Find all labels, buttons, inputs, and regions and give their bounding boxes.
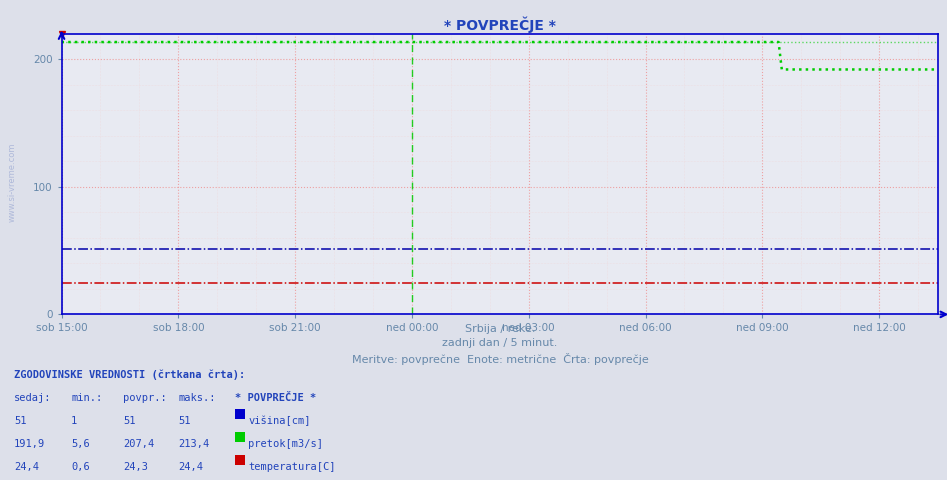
Text: temperatura[C]: temperatura[C] (248, 462, 335, 472)
Text: www.si-vreme.com: www.si-vreme.com (8, 143, 17, 222)
Text: 24,4: 24,4 (14, 462, 39, 472)
Text: Meritve: povprečne  Enote: metrične  Črta: povprečje: Meritve: povprečne Enote: metrične Črta:… (351, 353, 649, 365)
Text: * POVPREČJE *: * POVPREČJE * (444, 17, 556, 33)
Text: Srbija / reke.: Srbija / reke. (465, 324, 535, 334)
Text: 1: 1 (71, 416, 78, 426)
Text: višina[cm]: višina[cm] (248, 416, 311, 426)
Text: pretok[m3/s]: pretok[m3/s] (248, 439, 323, 449)
Text: maks.:: maks.: (178, 393, 216, 403)
Text: 207,4: 207,4 (123, 439, 154, 449)
Text: zadnji dan / 5 minut.: zadnji dan / 5 minut. (442, 338, 558, 348)
Text: 191,9: 191,9 (14, 439, 45, 449)
Text: min.:: min.: (71, 393, 102, 403)
Text: 24,3: 24,3 (123, 462, 148, 472)
Text: 51: 51 (123, 416, 135, 426)
Text: 0,6: 0,6 (71, 462, 90, 472)
Text: * POVPREČJE *: * POVPREČJE * (235, 393, 316, 403)
Text: 24,4: 24,4 (178, 462, 203, 472)
Text: 51: 51 (14, 416, 27, 426)
Text: 5,6: 5,6 (71, 439, 90, 449)
Text: 51: 51 (178, 416, 190, 426)
Text: sedaj:: sedaj: (14, 393, 52, 403)
Text: ZGODOVINSKE VREDNOSTI (črtkana črta):: ZGODOVINSKE VREDNOSTI (črtkana črta): (14, 370, 245, 380)
Text: povpr.:: povpr.: (123, 393, 167, 403)
Text: 213,4: 213,4 (178, 439, 209, 449)
